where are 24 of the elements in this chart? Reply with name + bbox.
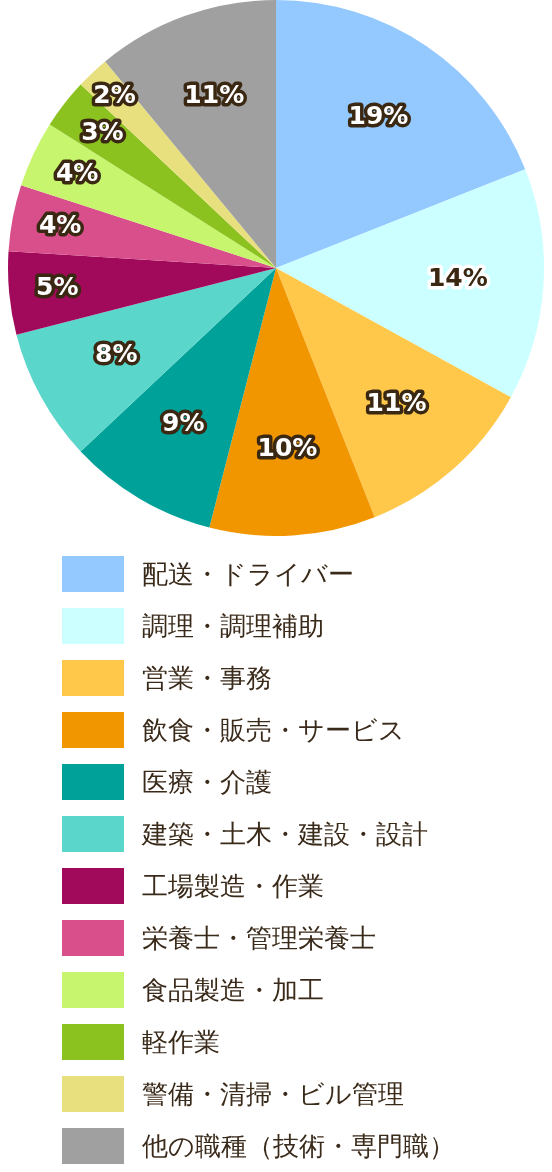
data-label: 9% bbox=[162, 408, 205, 438]
legend-label: 工場製造・作業 bbox=[142, 869, 324, 903]
data-label: 3% bbox=[81, 116, 124, 146]
data-label: 14% bbox=[427, 262, 488, 292]
legend-label: 調理・調理補助 bbox=[142, 609, 324, 643]
legend-label: 医療・介護 bbox=[142, 765, 272, 799]
data-label: 4% bbox=[38, 210, 82, 240]
data-label: 19% bbox=[348, 100, 409, 130]
data-label: 11% bbox=[366, 388, 427, 418]
legend-label: 栄養士・管理栄養士 bbox=[142, 921, 376, 955]
legend-label: 他の職種（技術・専門職） bbox=[142, 1129, 455, 1163]
legend-label: 飲食・販売・サービス bbox=[142, 713, 405, 747]
legend-label: 建築・土木・建設・設計 bbox=[142, 817, 428, 851]
data-label: 5% bbox=[35, 272, 79, 302]
legend-label: 営業・事務 bbox=[142, 661, 272, 695]
data-label: 11% bbox=[184, 80, 245, 110]
data-label: 2% bbox=[93, 79, 136, 109]
legend-label: 配送・ドライバー bbox=[142, 557, 354, 591]
legend-label: 警備・清掃・ビル管理 bbox=[142, 1077, 404, 1111]
data-label: 4% bbox=[55, 157, 99, 187]
legend-label: 食品製造・加工 bbox=[142, 973, 324, 1007]
data-label: 10% bbox=[257, 433, 318, 463]
legend-label: 軽作業 bbox=[142, 1025, 220, 1059]
data-label: 8% bbox=[95, 339, 138, 369]
